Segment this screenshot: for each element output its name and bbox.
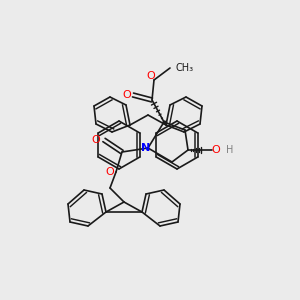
Text: O: O xyxy=(123,90,131,100)
Text: CH₃: CH₃ xyxy=(175,63,193,73)
Text: N: N xyxy=(141,143,151,153)
Text: O: O xyxy=(92,135,100,145)
Text: O: O xyxy=(212,145,220,155)
Text: H: H xyxy=(226,145,234,155)
Text: O: O xyxy=(106,167,114,177)
Text: O: O xyxy=(147,71,155,81)
